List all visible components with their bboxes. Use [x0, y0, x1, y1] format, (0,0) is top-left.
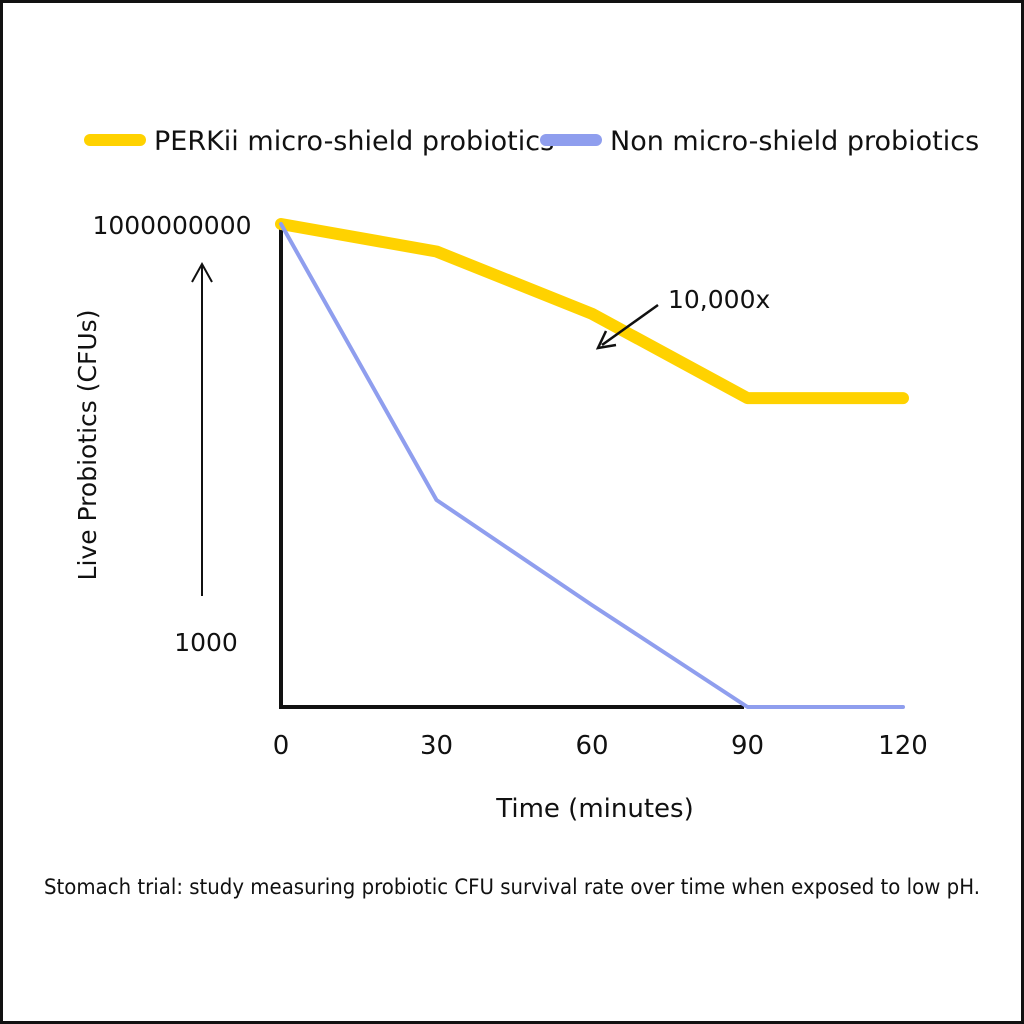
series-line-perkii: [275, 218, 909, 405]
x-tick-label: 0: [273, 731, 290, 761]
series-line-non-micro-shield: [279, 222, 905, 709]
y-axis-label: Live Probiotics (CFUs): [73, 310, 102, 581]
legend: PERKii micro-shield probiotics Non micro…: [84, 126, 979, 157]
annotation-label: 10,000x: [668, 285, 770, 314]
x-tick-label: 120: [878, 731, 928, 761]
legend-label-non-micro-shield: Non micro-shield probiotics: [610, 126, 979, 157]
x-tick-label: 90: [731, 731, 764, 761]
y-tick-label-top: 1000000000: [92, 211, 251, 240]
x-tick-label: 60: [575, 731, 608, 761]
x-tick-labels: 0 30 60 90 120: [273, 731, 928, 761]
y-tick-label-bottom: 1000: [174, 628, 238, 657]
legend-label-perkii: PERKii micro-shield probiotics: [154, 126, 554, 157]
caption: Stomach trial: study measuring probiotic…: [44, 875, 980, 899]
x-tick-label: 30: [420, 731, 453, 761]
annotation: 10,000x: [595, 285, 770, 350]
y-arrow: [191, 261, 213, 596]
x-axis-label: Time (minutes): [495, 794, 693, 824]
